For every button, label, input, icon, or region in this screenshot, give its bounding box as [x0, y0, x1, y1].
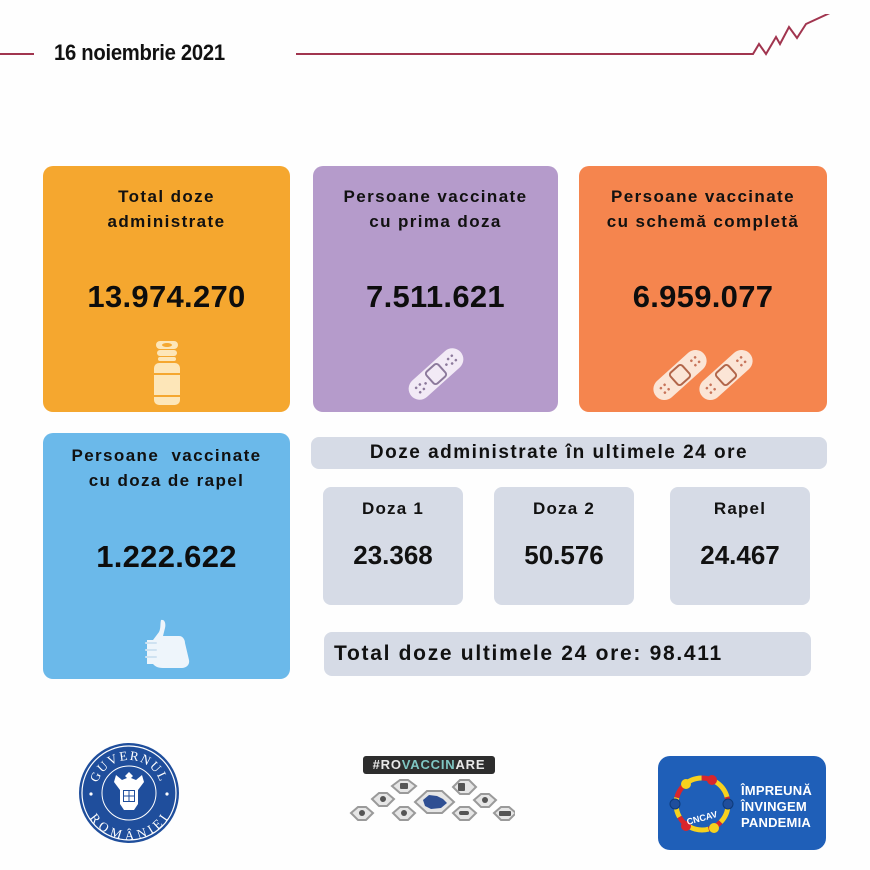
- card-title-line: Persoane vaccinate: [611, 187, 795, 206]
- card-title-line: Total doze: [118, 187, 215, 206]
- card-title: Persoane vaccinate cu prima doza: [313, 184, 558, 234]
- card-complete-scheme: Persoane vaccinate cu schemă completă 6.…: [579, 166, 827, 412]
- stat-box-dose1: Doza 1 23.368: [323, 487, 463, 605]
- stat-box-dose2: Doza 2 50.576: [494, 487, 634, 605]
- stat-box-label: Rapel: [713, 499, 767, 518]
- card-value: 6.959.077: [632, 279, 774, 314]
- header-rule-left: [0, 53, 34, 55]
- government-seal-icon: GUVERNUL ROMÂNIEI: [79, 743, 179, 843]
- hexagon-icons-cluster: [349, 779, 515, 821]
- card-title-line: cu schemă completă: [606, 212, 800, 231]
- card-value: 13.974.270: [87, 279, 246, 314]
- card-value: 1.222.622: [96, 539, 237, 574]
- card-title-line: cu prima doza: [369, 212, 502, 231]
- card-title-line: cu doza de rapel: [88, 471, 245, 490]
- card-title: Persoane vaccinate cu schemă completă: [579, 184, 827, 234]
- stat-box-label: Doza 1: [362, 499, 424, 518]
- last24h-total: Total doze ultimele 24 ore: 98.411: [324, 632, 811, 676]
- double-bandage-icon: [653, 349, 753, 401]
- card-booster: Persoane vaccinate cu doza de rapel 1.22…: [43, 433, 290, 679]
- report-date: 16 noiembrie 2021: [54, 40, 225, 65]
- last24h-total-text: Total doze ultimele 24 ore: 98.411: [334, 642, 723, 665]
- stat-box-value: 50.576: [524, 540, 604, 570]
- card-total-doses: Total doze administrate 13.974.270: [43, 166, 290, 412]
- card-title-line: Persoane vaccinate: [71, 446, 262, 465]
- cncav-slogan-line: ÎNVINGEM: [741, 799, 807, 814]
- card-title: Persoane vaccinate cu doza de rapel: [43, 443, 290, 493]
- trend-line-icon: [745, 14, 831, 56]
- cncav-slogan-line: PANDEMIA: [741, 815, 811, 830]
- stat-box-value: 23.368: [353, 540, 433, 570]
- rovaccinare-tag: #ROVACCINARE: [363, 756, 495, 774]
- cncav-slogan: ÎMPREUNĂ ÎNVINGEM PANDEMIA: [741, 783, 812, 831]
- stat-box-value: 24.467: [700, 540, 780, 570]
- government-logo: GUVERNUL ROMÂNIEI: [78, 742, 180, 844]
- cncav-logo: CNCAV ÎMPREUNĂ ÎNVINGEM PANDEMIA: [658, 756, 826, 850]
- cncav-slogan-line: ÎMPREUNĂ: [741, 783, 812, 798]
- thumbs-up-icon: [144, 619, 189, 668]
- card-title-line: Persoane vaccinate: [343, 187, 528, 206]
- card-title: Total doze administrate: [43, 184, 290, 234]
- last24h-header-text: Doze administrate în ultimele 24 ore: [369, 442, 749, 463]
- card-value: 7.511.621: [366, 279, 505, 314]
- rovaccinare-logo: #ROVACCINARE: [345, 756, 515, 834]
- stat-box-booster: Rapel 24.467: [670, 487, 810, 605]
- cncav-people-circle-icon: CNCAV: [669, 775, 734, 833]
- stat-box-label: Doza 2: [533, 499, 595, 518]
- last24h-header: Doze administrate în ultimele 24 ore: [311, 437, 827, 469]
- header-rule-right: [296, 53, 748, 55]
- card-first-dose: Persoane vaccinate cu prima doza 7.511.6…: [313, 166, 558, 412]
- card-title-line: administrate: [107, 212, 226, 231]
- vaccine-vial-icon: [153, 341, 180, 405]
- bandage-icon: [408, 348, 463, 400]
